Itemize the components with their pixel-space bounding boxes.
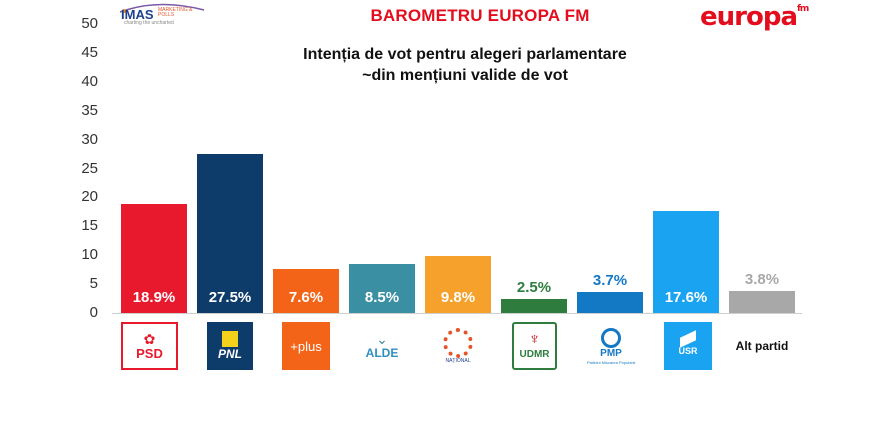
logo-alde: ⌄ ALDE [358,322,406,370]
alde-wing-icon: ⌄ [376,331,388,347]
bar-pro-românia [425,256,491,313]
logo-plus: +plus [282,322,330,370]
imas-logo-sub: MARKETING & POLLS [158,7,193,18]
imas-logo-text: IMAS [121,7,154,22]
y-tick-label: 10 [81,246,98,264]
imas-tagline: charting the uncharted [124,20,174,26]
y-tick-label: 15 [81,217,98,235]
europa-logo-text: europa [700,2,798,32]
udmr-tulip-icon: ♆ [528,331,541,348]
bar-value-label: 9.8% [440,289,476,306]
bar-value-label: 3.8% [744,271,780,289]
logo-pmp: PMP Partidul Mișcarea Populară [578,322,644,370]
logo-plus-text: +plus [290,338,322,354]
imas-logo: IMAS MARKETING & POLLS charting the unch… [118,2,208,29]
bar-plus [273,269,339,313]
y-tick-label: 35 [81,101,98,119]
logo-pmp-text: PMP [600,347,622,359]
bar-pmp [577,291,643,313]
bar-value-label: 2.5% [516,278,552,296]
bar-value-label: 7.6% [288,289,324,306]
logo-pnl-text: PNL [218,347,242,361]
y-tick-label: 30 [81,130,98,148]
pnl-arrow-icon [222,331,238,347]
y-tick-label: 5 [89,275,98,293]
logo-pmp-sub: Partidul Mișcarea Populară [586,359,636,365]
logo-pro-romania-sub: NAȚIONAL [445,357,471,364]
y-tick-label: 50 [81,15,98,32]
rose-icon: ✿ [143,330,156,347]
chart-title-line2: ~din mențiuni valide de vot [362,67,568,84]
bar-value-label: 27.5% [208,289,252,306]
logo-pro-romania: NAȚIONAL [434,322,482,370]
pmp-apple-icon [601,327,621,348]
chart-title: Intenția de vot pentru alegeri parlament… [230,44,700,86]
bar-value-label: 17.6% [664,289,708,306]
bar-psd [121,203,187,313]
logo-psd: ✿ PSD [121,322,178,370]
imas-swoosh-icon [119,3,205,13]
bar-value-label: 8.5% [364,289,400,306]
europa-logo-fm: fm [796,4,809,14]
logo-pnl: PNL [207,322,253,370]
y-tick-label: 40 [81,72,98,90]
bar-usr [653,211,719,313]
logo-udmr-text: UDMR [519,349,550,360]
europa-fm-logo: europafm [700,2,809,32]
logo-alt-partid-text: Alt partid [735,339,789,353]
logo-psd-text: PSD [136,345,163,361]
bar-pnl [197,154,263,313]
x-axis-line [112,313,802,314]
logo-usr: USR [664,322,712,370]
logo-usr-text: USR [678,346,698,356]
y-tick-label: 20 [81,188,98,206]
y-tick-label: 25 [81,159,98,177]
bar-udmr [501,298,567,313]
logo-udmr: ♆ UDMR [512,322,557,370]
bar-value-label: 18.9% [132,289,176,306]
logo-alde-text: ALDE [365,346,399,360]
bar-alt-partid [729,291,795,313]
page-title: BAROMETRU EUROPA FM [370,6,590,25]
pro-romania-ring-icon [443,327,473,358]
logo-alt-partid: Alt partid [729,322,795,370]
y-tick-label: 0 [89,304,98,321]
y-tick-label: 45 [81,43,98,61]
bar-alde [349,263,415,313]
chart-title-line1: Intenția de vot pentru alegeri parlament… [303,46,627,63]
bar-value-label: 3.7% [592,271,628,289]
